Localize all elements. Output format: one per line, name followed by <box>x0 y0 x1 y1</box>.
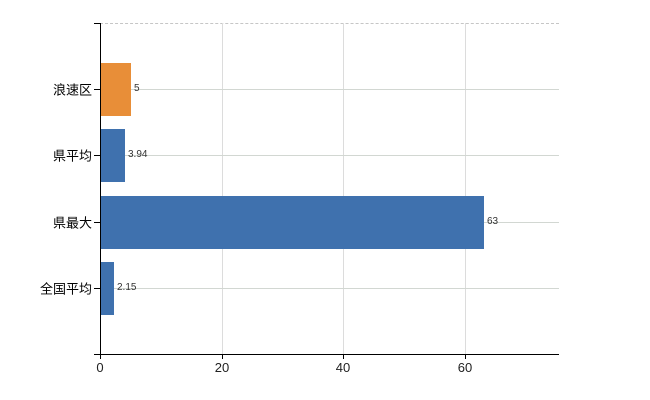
bar-value-label: 5 <box>134 83 140 94</box>
bar <box>101 261 114 315</box>
y-axis-end-tick <box>94 23 100 24</box>
bar-value-label: 3.94 <box>128 149 148 160</box>
vertical-gridline <box>465 23 466 354</box>
plot-area: 5 3.94 63 2.15 <box>100 23 559 354</box>
horizontal-gridline <box>100 288 559 289</box>
bar <box>101 128 125 182</box>
y-tick-mark <box>94 89 100 90</box>
x-tick-mark <box>100 355 101 359</box>
bar-value-label: 63 <box>487 216 499 227</box>
y-axis-line <box>100 23 101 355</box>
y-tick-mark <box>94 155 100 156</box>
category-label: 全国平均 <box>39 281 92 297</box>
y-tick-mark <box>94 288 100 289</box>
x-axis-line <box>94 354 559 355</box>
bar <box>101 195 484 249</box>
x-tick-label: 0 <box>96 360 104 375</box>
horizontal-gridline <box>100 155 559 156</box>
y-axis-labels: 浪速区県平均県最大全国平均 <box>0 0 92 400</box>
x-tick-mark <box>222 355 223 359</box>
x-tick-mark <box>465 355 466 359</box>
x-tick-label: 60 <box>457 360 473 375</box>
x-tick-mark <box>343 355 344 359</box>
plot-top-border <box>100 23 559 24</box>
x-tick-label: 20 <box>214 360 230 375</box>
bar <box>101 62 131 116</box>
vertical-gridline <box>222 23 223 354</box>
category-label: 浪速区 <box>52 82 92 98</box>
x-tick-label: 40 <box>335 360 351 375</box>
horizontal-gridline <box>100 89 559 90</box>
category-label: 県最大 <box>52 215 92 231</box>
bar-value-label: 2.15 <box>117 282 137 293</box>
y-tick-mark <box>94 222 100 223</box>
category-label: 県平均 <box>52 148 92 164</box>
vertical-gridline <box>343 23 344 354</box>
